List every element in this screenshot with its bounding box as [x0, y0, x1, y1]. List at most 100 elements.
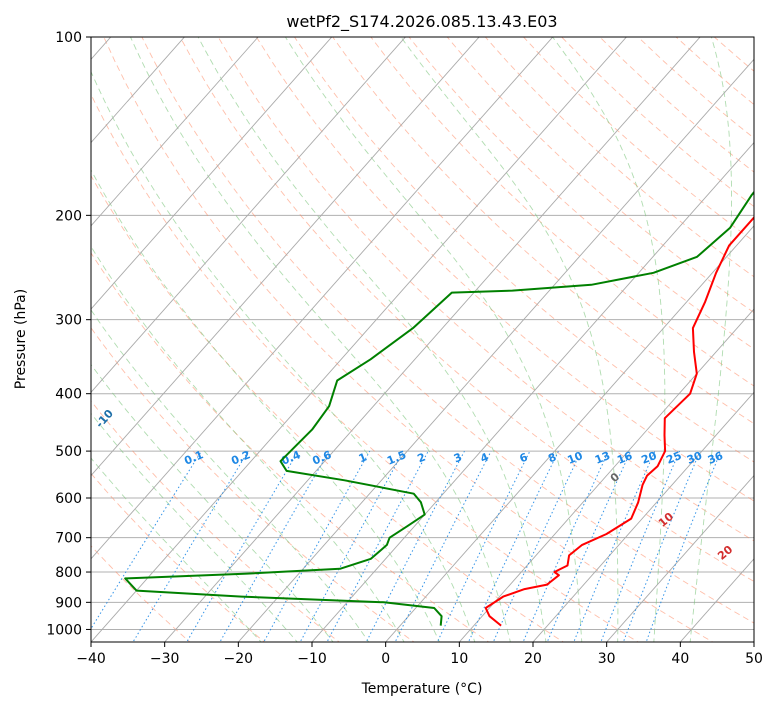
- isotherm-line: [164, 37, 701, 642]
- isotherm-line: [91, 37, 259, 227]
- mixing-ratio-label: 1: [357, 450, 369, 465]
- moist-adiabat-line: [91, 412, 298, 642]
- dry-adiabat-line: [103, 37, 714, 642]
- dry-adiabat-line: [561, 37, 754, 208]
- x-axis-label: Temperature (°C): [361, 681, 483, 697]
- isotherm-line: [91, 37, 186, 144]
- y-tick-label: 1000: [46, 622, 82, 638]
- moist-adiabat-line: [130, 37, 511, 642]
- mixing-ratio-label: 3: [452, 451, 464, 466]
- y-tick-label: 400: [55, 387, 82, 403]
- plot-frame: [90, 36, 755, 643]
- x-tick-label: −10: [297, 651, 327, 667]
- wetbulb-temperature-label: 10: [656, 510, 676, 530]
- dry-adiabat-line: [256, 37, 754, 502]
- moist-adiabat-line: [689, 37, 732, 642]
- mixing-ratio-label: 4: [479, 450, 491, 465]
- dry-adiabat-line: [523, 37, 754, 242]
- mixing-ratio-line: [622, 450, 701, 642]
- dry-adiabat-line: [91, 545, 191, 642]
- isotherm-line: [385, 225, 754, 642]
- mixing-ratio-line: [263, 450, 371, 642]
- dry-adiabat-line: [91, 174, 565, 642]
- pressure-gridlines: [91, 37, 754, 630]
- x-tick-label: 40: [671, 651, 689, 667]
- temperature-trace: [484, 215, 754, 627]
- mixing-ratio-line: [186, 450, 299, 642]
- mixing-ratio-lines: [91, 450, 722, 642]
- isotherm-line: [532, 391, 754, 642]
- sounding-traces: [124, 190, 754, 627]
- y-tick-label: 200: [55, 208, 82, 224]
- dry-adiabats: [91, 37, 754, 642]
- dry-adiabat-line: [141, 37, 754, 624]
- mixing-ratio-label: 2: [416, 450, 428, 465]
- mixing-ratio-line: [365, 450, 465, 642]
- isotherm-line: [0, 10, 61, 654]
- y-tick-label: 800: [55, 565, 82, 581]
- x-tick-label: 0: [381, 651, 390, 667]
- plot-area: 0.10.20.40.611.52346810131620253036-100-…: [0, 10, 754, 654]
- isotherm-line: [91, 37, 628, 642]
- moist-adiabat-line: [197, 37, 547, 642]
- moist-adiabat-line: [91, 457, 262, 642]
- moist-adiabat-line: [285, 37, 583, 642]
- y-tick-label: 900: [55, 595, 82, 611]
- dry-adiabat-line: [91, 400, 340, 642]
- mixing-ratio-line: [219, 450, 330, 642]
- isotherm-line: [91, 37, 407, 393]
- isotherm-line: [91, 37, 554, 560]
- potential-temperature-label: -10: [93, 407, 116, 431]
- dry-adiabat-line: [599, 37, 754, 173]
- dry-adiabat-line: [752, 37, 754, 39]
- x-tick-label: −20: [224, 651, 254, 667]
- axes: −40 −30 −20 −10 0 10 20 30 40 5010020030040050060…: [46, 30, 763, 667]
- mixing-ratio-label: 36: [706, 449, 725, 467]
- dry-adiabat-line: [91, 327, 415, 642]
- moist-adiabat-line: [91, 245, 405, 642]
- mixing-ratio-label: 8: [546, 451, 558, 466]
- x-tick-label: 20: [524, 651, 542, 667]
- isotherm-line: [458, 308, 754, 642]
- moist-adiabat-line: [91, 169, 440, 642]
- y-tick-label: 500: [55, 444, 82, 460]
- isotherms: [0, 10, 754, 654]
- mixing-ratio-label: 10: [566, 449, 585, 467]
- x-tick-label: −40: [76, 651, 106, 667]
- mixing-ratio-line: [600, 450, 681, 642]
- mixing-ratio-line: [299, 450, 404, 642]
- mixing-ratio-label: 20: [640, 449, 659, 467]
- mixing-ratio-line: [467, 450, 559, 642]
- mixing-ratio-line: [326, 450, 429, 642]
- mixing-ratio-line: [645, 450, 722, 642]
- isotherm-line: [91, 37, 480, 477]
- isotherm-line: [606, 474, 754, 642]
- mixing-ratio-line: [91, 450, 202, 630]
- moist-adiabats: [91, 37, 732, 642]
- dewpoint-trace: [124, 190, 754, 626]
- dry-adiabat-line: [217, 37, 754, 542]
- mixing-ratio-label: 25: [664, 449, 683, 467]
- moist-adiabat-line: [91, 309, 370, 642]
- moist-adiabat-line: [552, 37, 666, 642]
- dry-adiabat-line: [91, 93, 639, 642]
- isotherm-line: [237, 58, 754, 642]
- x-tick-label: 50: [745, 651, 763, 667]
- wetbulb-temperature-label: 0: [608, 470, 622, 485]
- isotherm-line: [753, 641, 754, 642]
- y-tick-label: 600: [55, 491, 82, 507]
- mixing-ratio-line: [573, 450, 656, 642]
- mixing-ratio-label: 13: [593, 449, 612, 467]
- mixing-ratio-label: 16: [615, 449, 634, 467]
- x-tick-label: 10: [450, 651, 468, 667]
- moist-adiabat-line: [400, 37, 619, 642]
- dry-adiabat-line: [294, 37, 754, 463]
- mixing-ratio-line: [492, 450, 582, 642]
- dry-adiabat-line: [179, 37, 754, 583]
- dry-adiabat-line: [91, 252, 490, 642]
- y-axis-label: Pressure (hPa): [13, 289, 29, 389]
- line-labels: 0.10.20.40.611.52346810131620253036-100-…: [93, 407, 736, 563]
- y-tick-label: 700: [55, 531, 82, 547]
- y-tick-label: 100: [55, 30, 82, 46]
